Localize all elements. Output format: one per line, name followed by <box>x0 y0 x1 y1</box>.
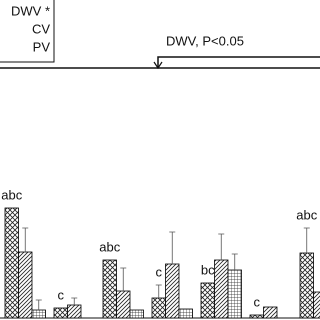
bar <box>53 307 68 319</box>
bar <box>165 263 180 319</box>
bar <box>178 308 193 319</box>
bar <box>102 259 117 319</box>
arrow-head <box>153 61 163 70</box>
bar <box>31 309 46 319</box>
legend-label: CV <box>32 21 50 36</box>
bar <box>4 207 19 319</box>
bar <box>299 252 314 319</box>
bar <box>67 304 82 319</box>
error-bar <box>218 233 225 260</box>
group-label: abc <box>1 187 22 202</box>
error-bar <box>169 231 176 264</box>
legend-box <box>0 0 55 63</box>
group-label: abc <box>296 207 317 222</box>
error-bar <box>120 267 127 291</box>
bar <box>129 309 144 319</box>
bar <box>249 314 264 319</box>
group-label: abc <box>99 239 120 254</box>
bar <box>263 306 278 319</box>
error-bar <box>231 253 238 270</box>
error-bar <box>303 227 310 253</box>
bar <box>214 259 229 319</box>
legend-label: DWV * <box>11 3 50 18</box>
bar <box>227 269 242 319</box>
error-bar <box>35 299 42 310</box>
bar <box>116 290 131 319</box>
group-label: c <box>156 264 163 279</box>
group-label: c <box>58 287 65 302</box>
group-label: bc <box>201 262 215 277</box>
annotation: DWV, P<0.05 <box>166 33 244 48</box>
bar <box>200 282 215 319</box>
bar <box>151 297 166 319</box>
error-bar <box>155 284 162 298</box>
error-bar <box>71 297 78 305</box>
error-bar <box>22 227 29 252</box>
bar <box>18 251 33 319</box>
legend-label: PV <box>33 39 51 54</box>
group-label: c <box>254 294 261 309</box>
bracket <box>157 56 320 68</box>
bar <box>313 291 320 319</box>
